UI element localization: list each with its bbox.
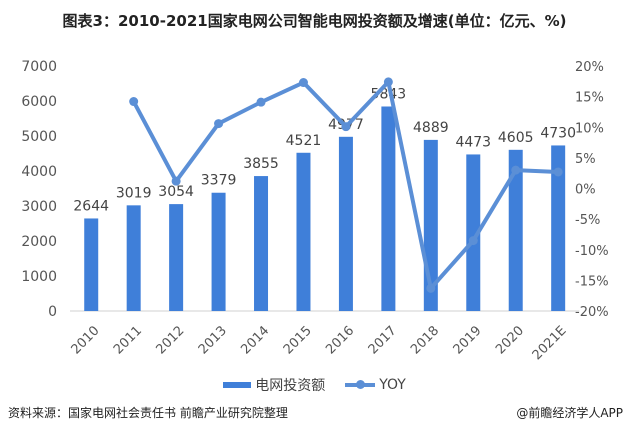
bar [551,145,566,311]
y-tick-label: 1000 [21,269,57,285]
chart-title: 图表3：2010-2021国家电网公司智能电网投资额及增速(单位：亿元、%) [62,12,567,30]
bar-data-label: 4605 [498,130,534,146]
yoy-point [383,77,393,87]
bar [211,192,226,311]
bar-data-label: 4521 [286,133,322,149]
y-tick-label: 5000 [21,129,57,145]
y-tick-label: 7000 [21,59,57,75]
x-tick-label: 2012 [153,323,187,357]
y2-tick-label: 15% [575,91,604,106]
legend: 电网投资额 YOY [0,375,629,395]
yoy-point [553,167,563,177]
bar-data-label: 3019 [116,185,152,201]
y2-tick-label: 20% [575,60,604,75]
bar [84,218,99,311]
bar-data-label: 3054 [158,184,194,200]
legend-item-line: YOY [345,375,406,395]
y-tick-label: 6000 [21,94,57,110]
bar [508,149,523,311]
y2-tick-label: 5% [575,152,596,167]
bar [466,154,481,311]
x-tick-label: 2013 [196,323,230,357]
y-tick-label: 2000 [21,234,57,250]
y-tick-label: 4000 [21,164,57,180]
bar-data-label: 4889 [413,120,449,136]
legend-line-swatch [345,380,376,389]
bar [126,205,141,311]
y2-tick-label: -10% [575,244,609,259]
yoy-point [468,236,478,246]
x-tick-label: 2010 [69,323,103,357]
bar-data-label: 4473 [455,134,491,150]
yoy-point [511,165,521,175]
yoy-point [341,122,351,132]
bar [338,136,353,311]
bar-data-label: 2644 [73,198,109,214]
x-tick-label: 2014 [238,323,272,357]
yoy-point [426,283,436,293]
x-tick-label: 2011 [111,323,145,357]
x-tick-label: 2020 [493,323,527,357]
x-tick-label: 2015 [281,323,315,357]
credit: @前瞻经济学人APP [516,406,623,420]
x-tick-label: 2019 [451,323,485,357]
yoy-point [298,78,308,88]
yoy-point [214,119,224,129]
bar-data-label: 3855 [243,156,279,172]
x-tick-label: 2016 [323,323,357,357]
y2-tick-label: -15% [575,274,609,289]
y-tick-label: 0 [48,304,57,320]
legend-label-bar: 电网投资额 [255,378,326,394]
source-note: 资料来源：国家电网社会责任书 前瞻产业研究院整理 [8,406,288,420]
y2-tick-label: -20% [575,305,609,320]
legend-bar-swatch [223,382,252,388]
bar [381,106,396,312]
y2-tick-label: 10% [575,121,604,136]
bar [169,204,184,311]
y2-tick-label: 0% [575,183,596,198]
y-tick-label: 3000 [21,199,57,215]
bar [254,176,269,311]
bar-data-label: 4730 [540,125,576,141]
x-tick-label: 2018 [408,323,442,357]
x-tick-label: 2017 [366,323,400,357]
yoy-point [129,97,139,107]
legend-item-bar: 电网投资额 [223,375,325,395]
bar-data-label: 3379 [201,173,237,189]
legend-label-line: YOY [379,377,406,393]
yoy-point [171,176,181,186]
yoy-point [256,97,266,107]
bar [296,152,311,311]
x-tick-label: 2021E [530,323,570,363]
y2-tick-label: -5% [575,213,600,228]
